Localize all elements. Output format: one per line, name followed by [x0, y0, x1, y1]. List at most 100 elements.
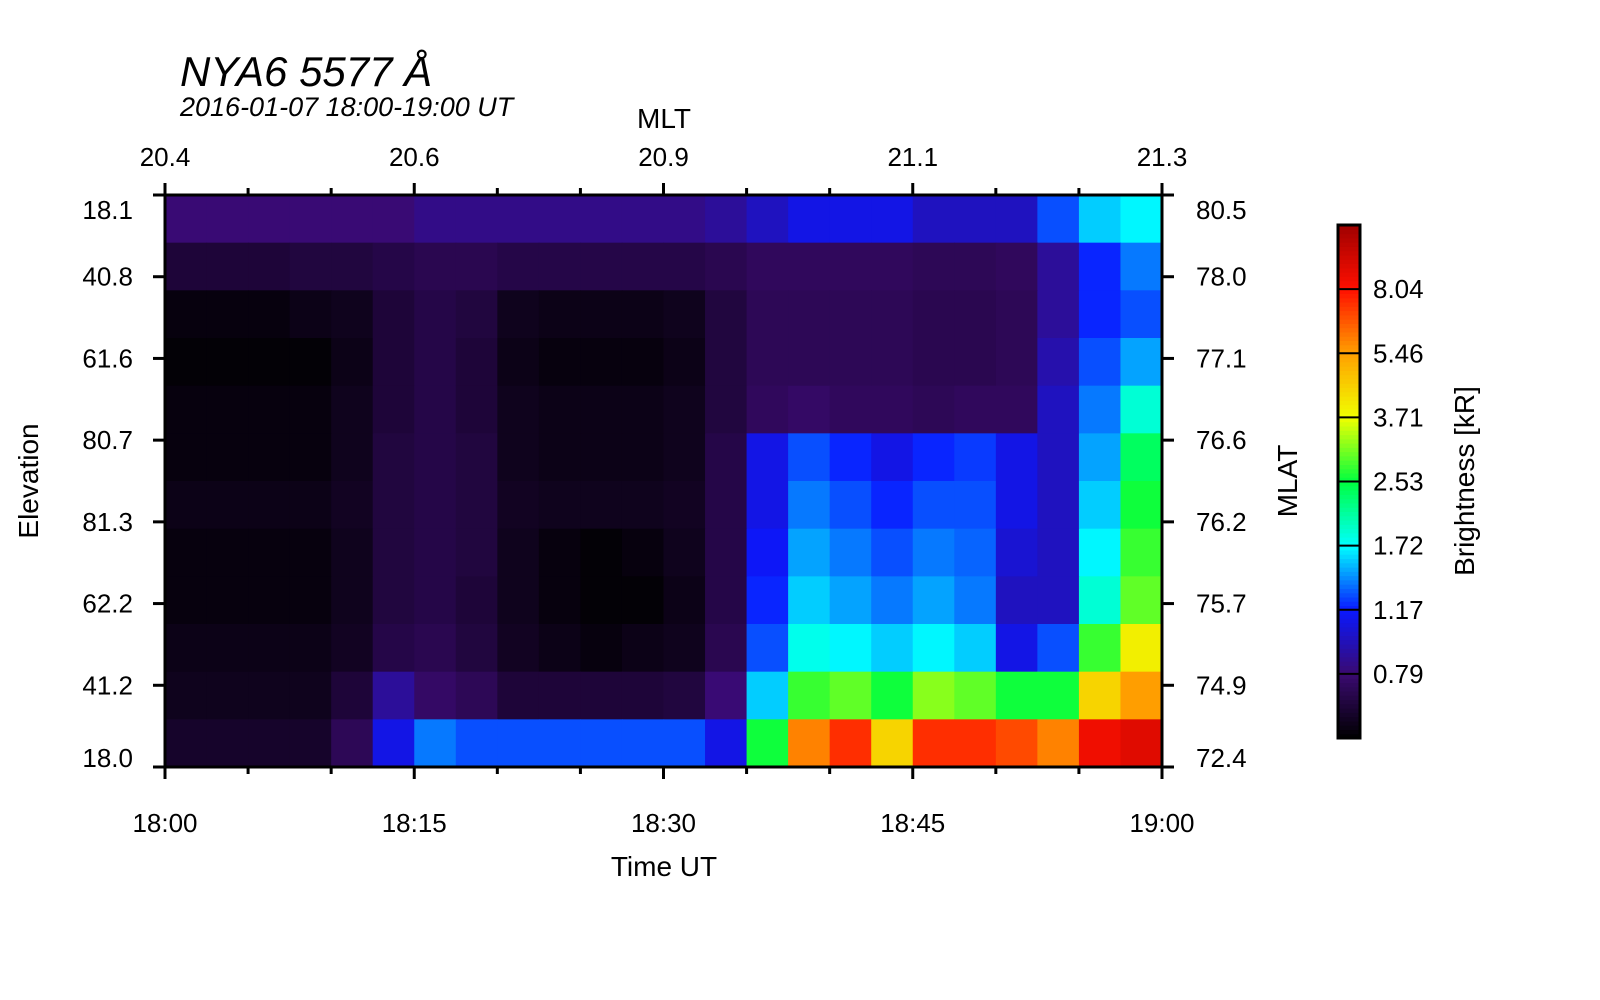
- x-tick-label: 18:15: [382, 808, 447, 838]
- heatmap-cell: [1078, 290, 1122, 339]
- heatmap-cell: [538, 671, 582, 720]
- colorbar-segment: [1338, 648, 1360, 654]
- colorbar-segment: [1338, 378, 1360, 384]
- colorbar-segment: [1338, 614, 1360, 619]
- heatmap-cell: [580, 719, 623, 768]
- colorbar-segment: [1338, 567, 1360, 572]
- colorbar-segment: [1338, 699, 1360, 705]
- heatmap-cell: [206, 481, 249, 530]
- heatmap-cell: [1078, 528, 1122, 577]
- heatmap-cell: [788, 433, 831, 482]
- heatmap-cell: [1120, 671, 1163, 720]
- colorbar-segment: [1338, 558, 1360, 564]
- heatmap-cell: [497, 481, 540, 530]
- heatmap-cell: [165, 433, 208, 482]
- colorbar-segment: [1338, 490, 1360, 495]
- colorbar-segment: [1338, 366, 1360, 371]
- heatmap-cell: [1120, 481, 1163, 530]
- colorbar-segment: [1338, 494, 1360, 500]
- heatmap-cell: [621, 671, 665, 720]
- heatmap-cell: [206, 385, 249, 434]
- heatmap-cell: [871, 290, 914, 339]
- colorbar-segment: [1338, 532, 1360, 538]
- heatmap-cell: [165, 481, 208, 530]
- colorbar-segment: [1338, 314, 1360, 320]
- colorbar-segment: [1338, 254, 1360, 260]
- heatmap-cell: [663, 338, 706, 387]
- left-tick-label: 80.7: [82, 425, 133, 455]
- heatmap-cell: [580, 195, 623, 244]
- heatmap-cell: [331, 195, 374, 244]
- right-tick-label: 72.4: [1196, 743, 1247, 773]
- colorbar-tick-label: 1.72: [1373, 531, 1424, 561]
- colorbar-segment: [1338, 733, 1360, 739]
- heatmap-cell: [331, 290, 374, 339]
- heatmap-cell: [788, 290, 831, 339]
- colorbar-segment: [1338, 477, 1360, 483]
- heatmap-cell: [829, 290, 872, 339]
- heatmap-cell: [788, 242, 831, 291]
- heatmap-cell: [663, 195, 706, 244]
- top-tick-label: 20.6: [389, 142, 440, 172]
- heatmap-cell: [248, 671, 291, 720]
- x-axis-label: Time UT: [611, 851, 717, 882]
- heatmap-cell: [788, 481, 831, 530]
- heatmap-cell: [954, 671, 997, 720]
- colorbar-segment: [1338, 417, 1360, 423]
- colorbar-segment: [1338, 507, 1360, 513]
- colorbar-segment: [1338, 408, 1360, 414]
- colorbar-segment: [1338, 370, 1360, 376]
- colorbar-segment: [1338, 263, 1360, 269]
- colorbar-segment: [1338, 340, 1360, 346]
- heatmap-cell: [912, 576, 955, 625]
- colorbar-segment: [1338, 605, 1360, 611]
- heatmap-cell: [705, 528, 748, 577]
- heatmap-cell: [538, 242, 582, 291]
- colorbar-segment: [1338, 635, 1360, 641]
- colorbar-segment: [1338, 549, 1360, 555]
- colorbar-segment: [1338, 575, 1360, 581]
- right-tick-label: 76.6: [1196, 425, 1247, 455]
- colorbar-segment: [1338, 297, 1360, 303]
- colorbar-segment: [1338, 447, 1360, 453]
- colorbar-segment: [1338, 246, 1360, 252]
- heatmap-cell: [289, 290, 332, 339]
- heatmap-cell: [580, 290, 623, 339]
- heatmap-cell: [1078, 719, 1122, 768]
- right-tick-label: 76.2: [1196, 507, 1247, 537]
- heatmap-cell: [248, 195, 291, 244]
- heatmap-cell: [912, 719, 955, 768]
- colorbar-segment: [1338, 242, 1360, 247]
- heatmap-cell: [1037, 242, 1080, 291]
- heatmap-cell: [414, 290, 457, 339]
- colorbar-segment: [1338, 357, 1360, 363]
- colorbar-tick-label: 8.04: [1373, 274, 1424, 304]
- heatmap-cell: [538, 385, 582, 434]
- colorbar-segment: [1338, 400, 1360, 406]
- heatmap-cell: [289, 576, 332, 625]
- heatmap-cell: [995, 385, 1038, 434]
- heatmap-cell: [621, 719, 665, 768]
- x-tick-label: 18:00: [132, 808, 197, 838]
- heatmap-cell: [414, 576, 457, 625]
- heatmap-cell: [206, 433, 249, 482]
- heatmap-cell: [1037, 719, 1080, 768]
- heatmap-cell: [663, 528, 706, 577]
- colorbar-segment: [1338, 430, 1360, 436]
- heatmap-cell: [538, 338, 582, 387]
- heatmap-cell: [995, 481, 1038, 530]
- heatmap-cell: [331, 385, 374, 434]
- heatmap-cell: [165, 624, 208, 673]
- heatmap-cell: [1078, 671, 1122, 720]
- heatmap-cell: [206, 671, 249, 720]
- heatmap-cell: [954, 624, 997, 673]
- heatmap-cell: [414, 719, 457, 768]
- colorbar-segment: [1338, 348, 1360, 354]
- heatmap-cell: [746, 195, 789, 244]
- heatmap-cell: [414, 528, 457, 577]
- heatmap-cell: [995, 433, 1038, 482]
- heatmap-cell: [538, 290, 582, 339]
- heatmap-cell: [663, 576, 706, 625]
- heatmap-cell: [372, 481, 415, 530]
